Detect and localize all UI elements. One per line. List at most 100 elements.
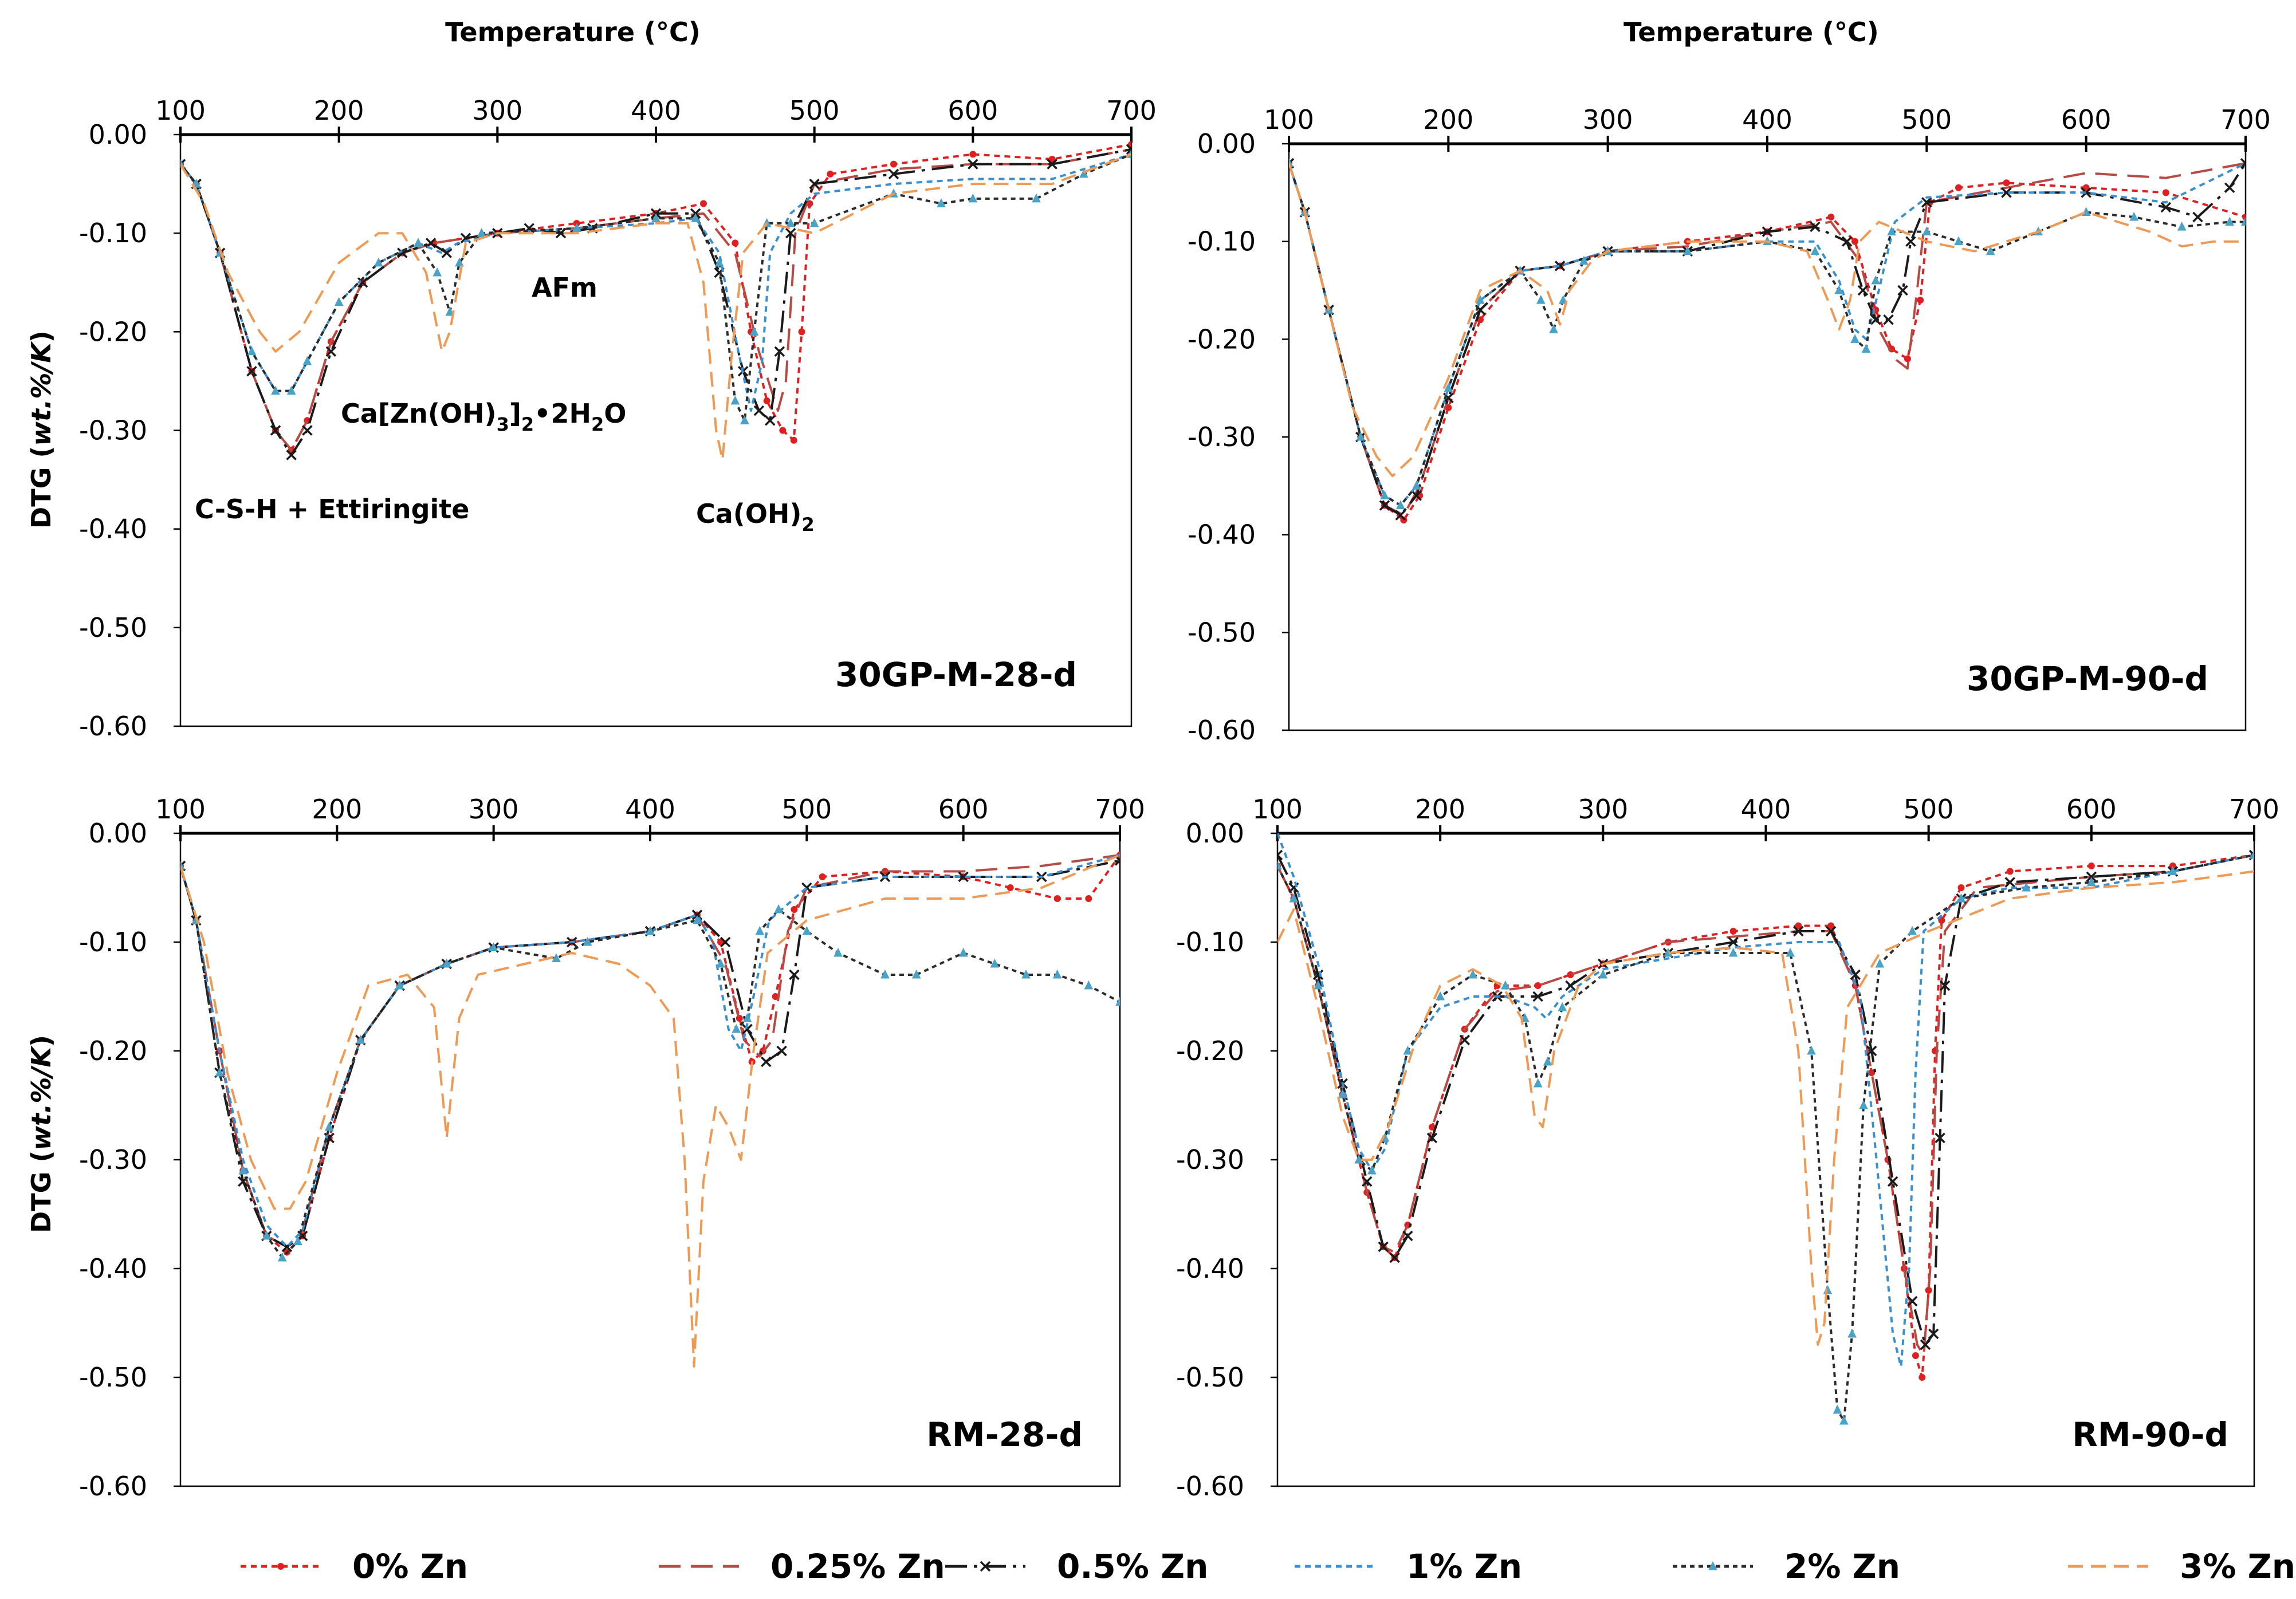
data-point [888, 168, 899, 180]
legend-label: 3% Zn [2180, 1547, 2295, 1586]
data-point [1850, 334, 1859, 343]
series-line-2-zn [180, 865, 1120, 1259]
data-point [890, 160, 897, 168]
data-point [2082, 184, 2090, 191]
data-point [2241, 216, 2246, 226]
annotation-csh-ettringite: C-S-H + Ettiringite [195, 494, 469, 525]
data-point [1823, 1285, 1833, 1294]
data-point [552, 953, 561, 962]
data-point [763, 397, 770, 404]
data-point [2003, 179, 2010, 187]
data-point [1314, 980, 1323, 990]
y-tick-label: -0.50 [79, 1362, 147, 1393]
y-tick-label: -0.30 [79, 1144, 147, 1175]
data-point [1053, 895, 1061, 902]
data-point [1085, 895, 1092, 902]
data-point [730, 395, 740, 405]
data-point [911, 969, 921, 979]
series-line-0-25-zn [180, 854, 1120, 1248]
data-point [414, 238, 423, 247]
data-point [2086, 871, 2097, 883]
data-point [700, 200, 707, 207]
data-point [764, 415, 776, 426]
data-point [1543, 1056, 1552, 1066]
data-point [1920, 1339, 1931, 1350]
data-point [1079, 168, 1088, 178]
panel-30gp-m-28-d: 100 200 300 400 500 600 700 0.00 -0.10 -0.20 -0.30… [26, 95, 1157, 742]
x-tick-label: 300 [472, 95, 522, 126]
x-tick-label: 200 [1423, 104, 1473, 135]
data-point [774, 904, 783, 913]
data-point [1917, 297, 1924, 304]
data-point [774, 346, 785, 357]
series-line-0-zn [1277, 854, 2254, 1379]
data-point [1411, 490, 1422, 501]
series-line-0-5-zn [180, 859, 1120, 1248]
data-point [455, 257, 464, 267]
data-point [761, 1056, 772, 1068]
data-point [990, 958, 1000, 968]
data-point [740, 415, 749, 424]
y-tick-label: -0.20 [79, 316, 147, 347]
data-point [1476, 294, 1485, 304]
y-tick-label: -0.10 [1176, 927, 1244, 958]
data-point [809, 218, 819, 227]
x-tick-label: 100 [155, 794, 206, 825]
data-point [1851, 238, 1859, 245]
data-point [324, 1121, 334, 1131]
legend-label: 2% Zn [1784, 1547, 1900, 1586]
series-line-1-zn [1289, 162, 2246, 507]
legend-label: 1% Zn [1406, 1547, 1522, 1586]
data-point [2224, 182, 2235, 194]
data-point [714, 257, 724, 267]
data-point [1925, 1287, 1932, 1294]
series-line-1-zn [1277, 833, 2254, 1368]
series-line-3-zn [1277, 870, 2254, 1346]
data-point [806, 200, 813, 207]
data-point [442, 958, 451, 968]
x-tick-label: 600 [2066, 794, 2117, 825]
y-tick-label: -0.60 [1188, 715, 1256, 746]
data-point [1367, 1165, 1377, 1175]
data-point [477, 228, 486, 237]
data-point [1807, 1045, 1816, 1055]
data-point [2081, 187, 2091, 198]
data-point [937, 198, 946, 208]
data-point [716, 958, 725, 968]
data-point [270, 425, 281, 436]
data-point [1870, 314, 1881, 325]
data-point [786, 218, 795, 227]
data-point [958, 871, 969, 883]
data-point [1786, 947, 1795, 957]
data-point [1412, 481, 1421, 490]
data-point [2129, 211, 2138, 221]
data-point [1939, 980, 1951, 991]
data-point [302, 356, 312, 365]
data-point [1938, 917, 1945, 924]
legend-marker [1708, 1561, 1717, 1570]
data-point [1825, 925, 1837, 937]
annotation-calcium-zincate: Ca[Zn(OH)3]2•2H2O [341, 398, 626, 435]
data-point [286, 450, 297, 460]
data-point [1533, 1078, 1543, 1088]
data-point [1396, 500, 1405, 509]
data-point [1683, 246, 1692, 255]
y-tick-label: -0.30 [1188, 422, 1256, 452]
data-point [1922, 226, 1932, 236]
data-point [1436, 991, 1445, 1001]
data-point [1468, 969, 1477, 979]
data-point [1395, 510, 1406, 521]
data-point [1459, 1034, 1471, 1046]
data-point [1762, 226, 1773, 237]
data-point [1426, 1132, 1438, 1144]
x-tick-label: 700 [2220, 104, 2271, 135]
series-line-3-zn [180, 854, 1120, 1368]
series-line-0-5-zn [1289, 163, 2246, 517]
data-point [1904, 355, 1911, 363]
y-tick-label: -0.30 [1176, 1144, 1244, 1175]
data-point [1875, 958, 1885, 968]
data-point [1868, 1069, 1876, 1076]
data-point [789, 969, 800, 980]
data-point [1007, 884, 1014, 891]
